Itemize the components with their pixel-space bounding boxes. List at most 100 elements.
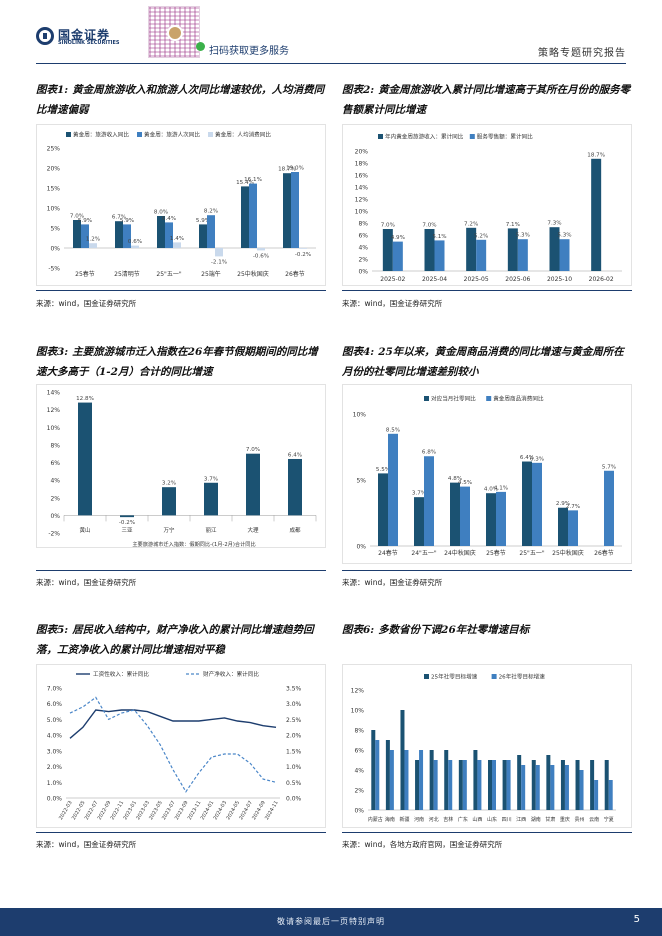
data-label: 1.4% — [170, 236, 184, 242]
bar-2 — [81, 224, 89, 248]
y-right-tick-label: 0.5% — [286, 780, 302, 787]
chart3-city-migration-index: -2% 0% 2% 4% 6% 8% 10% 12% 14% 黄山 12.8% 三亚 -0.2% 万宁 3.… — [36, 384, 326, 548]
page-header: 国金证券 SINOLINK SECURITIES 扫码获取更多服务 策略专题研究… — [0, 0, 662, 70]
legend-swatch — [378, 134, 383, 139]
x-tick-label: 2025-04 — [422, 276, 447, 283]
data-label: 4.1% — [494, 485, 508, 491]
bar-1 — [531, 760, 536, 810]
bar-1 — [517, 755, 522, 810]
chart-frame — [36, 124, 326, 286]
legend-label: 年内黄金周旅游收入：累计同比 — [385, 133, 464, 141]
bar-1 — [385, 740, 390, 810]
data-label: 3.2% — [162, 481, 176, 487]
bar-1 — [241, 186, 249, 248]
x-tick-label: 25中秋国庆 — [552, 549, 584, 557]
chart5-source-divider — [36, 832, 326, 833]
bar-1 — [246, 453, 260, 516]
bar-1 — [458, 760, 463, 810]
chart5-caption-prefix: 图表5: — [36, 624, 69, 636]
bar-2 — [517, 239, 528, 271]
data-label: -2.1% — [211, 259, 227, 265]
data-label: -0.2% — [295, 252, 311, 258]
bar-1 — [488, 760, 492, 810]
bar-2 — [492, 760, 496, 810]
bar-1 — [415, 760, 420, 810]
legend-swatch — [486, 396, 492, 401]
legend-swatch — [66, 132, 71, 137]
data-label: 5.9% — [120, 218, 134, 224]
bar-2 — [404, 750, 409, 810]
y-right-tick-label: 0.0% — [286, 796, 302, 803]
x-tick-label: 吉林 — [443, 816, 453, 823]
chart4-source: 来源：wind，国金证券研究所 — [342, 578, 443, 587]
x-tick-label: 25春节 — [486, 549, 506, 557]
y-tick-label: 12% — [355, 197, 369, 204]
y-tick-label: -5% — [48, 266, 60, 273]
legend-label: 服务零售额：累计同比 — [477, 133, 533, 141]
data-label: 16.1% — [244, 177, 262, 183]
x-tick-label: 三亚 — [121, 527, 133, 534]
bar-2 — [568, 510, 578, 546]
chart4-source-divider — [342, 570, 632, 571]
bar-1 — [204, 482, 218, 516]
data-label: 5.3% — [557, 233, 571, 239]
x-tick-label: 内蒙古 — [368, 816, 383, 823]
bar-2 — [462, 760, 467, 810]
data-label: 6.3% — [530, 456, 544, 462]
y-tick-label: 20% — [47, 166, 61, 173]
legend-label: 26年社零目标增速 — [499, 673, 546, 681]
chart-frame — [342, 664, 632, 828]
bar-2 — [506, 760, 511, 810]
data-label: 7.0% — [246, 447, 260, 453]
x-tick-label: 海南 — [385, 816, 395, 823]
bar-1 — [78, 402, 92, 516]
y-tick-label: 10% — [47, 206, 61, 213]
data-label: 2.7% — [566, 504, 580, 510]
bar-2 — [419, 750, 424, 810]
x-tick-label: 河北 — [429, 816, 439, 823]
chart2-caption: 图表2: 黄金周旅游收入累计同比增速高于其所在月份的服务零售额累计同比增速 — [342, 80, 632, 120]
x-tick-label: 25清明节 — [114, 270, 140, 278]
chart-2-svg: -2% 0% 2% 4% 6% 8% 10% 12% 14% 黄山 12.8% 三亚-0.2% 万宁 3.… — [36, 384, 326, 548]
y-tick-label: 8% — [50, 442, 60, 449]
x-tick-label: 四川 — [502, 817, 512, 823]
bar-2 — [608, 780, 613, 810]
x-tick-label: 宁夏 — [604, 816, 614, 823]
x-tick-label: 24"五一" — [411, 550, 436, 557]
x-tick-label: 25春节 — [75, 270, 95, 278]
y-tick-label: 0% — [354, 808, 364, 815]
chart-frame — [36, 664, 326, 828]
data-label: 8.0% — [154, 210, 168, 216]
chart5-caption: 图表5: 居民收入结构中，财产净收入的累计同比增速趋势回落，工资净收入的累计同比增… — [36, 620, 326, 660]
data-label: 7.2% — [464, 221, 478, 227]
bar-2 — [433, 760, 438, 810]
x-tick-label: 25端午 — [201, 270, 221, 278]
y-tick-label: 14% — [355, 185, 369, 192]
y-right-tick-label: 2.5% — [286, 717, 302, 724]
chart-4-svg: 0.0% 1.0% 2.0% 3.0% 4.0% 5.0% 6.0% 7.0% 0.0% 0.5%… — [36, 664, 326, 828]
y-right-tick-label: 3.5% — [286, 686, 302, 693]
page-footer: 敬请参阅最后一页特别声明 5 — [0, 908, 662, 936]
company-name-cn: 国金证券 — [58, 28, 111, 42]
y-tick-label: 16% — [355, 173, 369, 180]
chart-1-svg: 0% 2% 4% 6% 8% 10% 12% 14% 16% 18% 20% 2025-02 7.0% 4… — [342, 124, 632, 286]
y-tick-label: 8% — [354, 728, 364, 735]
chart1-source-divider — [36, 290, 326, 291]
data-label: 5.7% — [602, 464, 616, 470]
bar-3 — [299, 248, 307, 249]
bar-2 — [389, 750, 394, 810]
legend-swatch — [424, 674, 429, 679]
footer-disclaimer: 敬请参阅最后一页特别声明 — [277, 917, 385, 926]
data-label: 7.1% — [506, 222, 520, 228]
legend-label: 对应当月社零同比 — [431, 395, 476, 403]
qr-caption: 扫码获取更多服务 — [209, 46, 289, 57]
data-label: 5.9% — [78, 218, 92, 224]
x-tick-label: 2025-02 — [380, 276, 405, 283]
bar-1 — [546, 755, 551, 810]
legend-label: 25年社零目标增速 — [431, 673, 478, 681]
bar-1 — [502, 760, 507, 810]
bar-1 — [120, 515, 134, 518]
bar-2 — [579, 770, 584, 810]
bar-2 — [532, 462, 542, 546]
x-tick-label: 万宁 — [163, 526, 175, 534]
